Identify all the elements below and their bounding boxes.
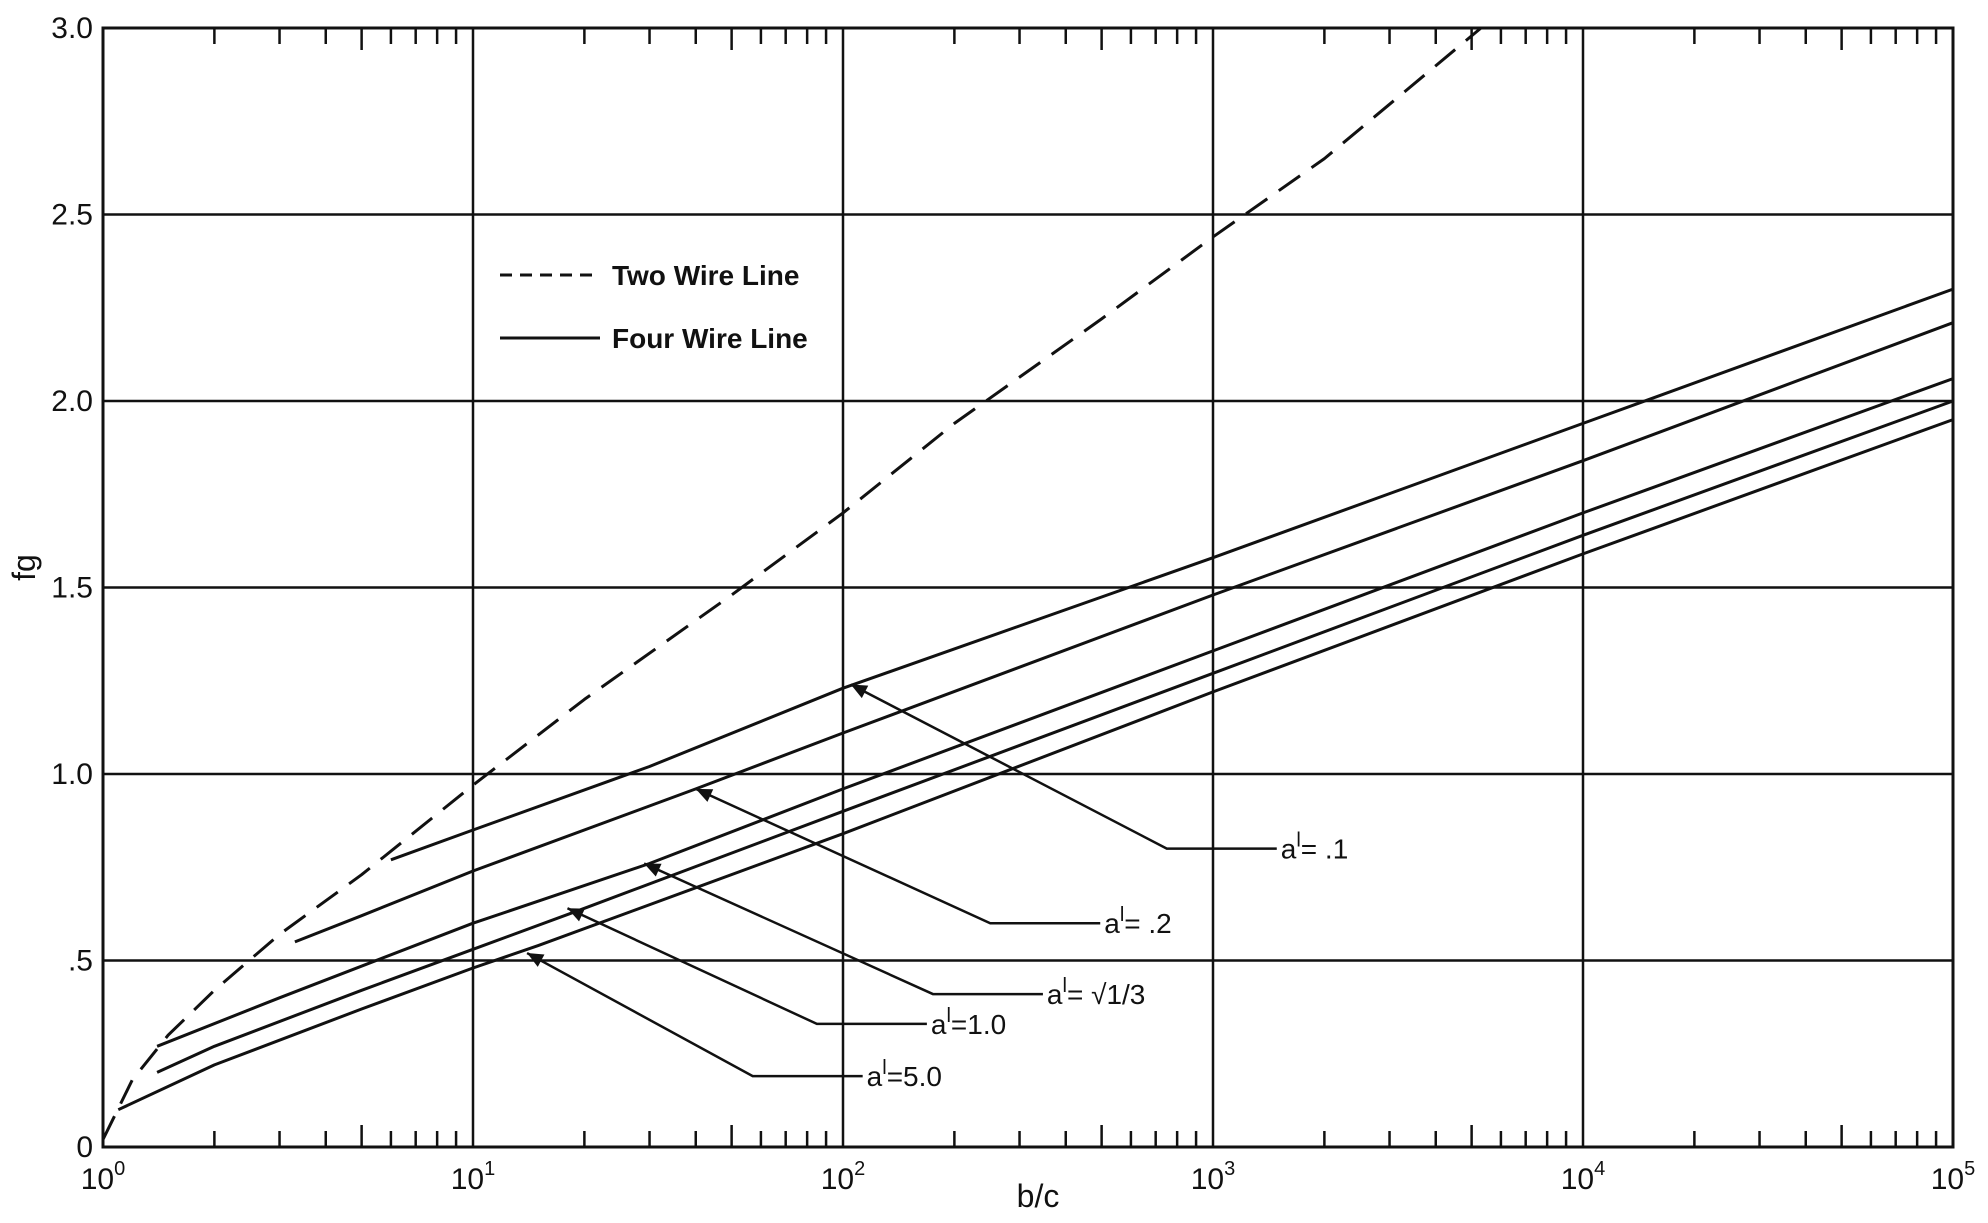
y-tick-label: 2.0 xyxy=(51,385,93,418)
series-line xyxy=(156,399,1954,1074)
annotation-arrowhead xyxy=(695,788,714,802)
legend: Two Wire Line Four Wire Line xyxy=(500,260,808,354)
legend-label: Two Wire Line xyxy=(612,260,799,291)
y-tick-label: .5 xyxy=(68,945,93,978)
grid-layer xyxy=(101,26,1955,1149)
y-tick-label: 1.0 xyxy=(51,758,93,791)
series-line xyxy=(156,377,1954,1048)
x-tick-label: 103 xyxy=(1191,1158,1236,1196)
series-layer xyxy=(101,26,1954,1141)
tick-layer xyxy=(213,28,1938,1147)
series-line xyxy=(390,287,1954,862)
annotation-arrowhead xyxy=(567,908,585,922)
annotation-arrowhead xyxy=(850,684,869,699)
label-layer: 0 .5 1.0 1.5 2.0 2.5 3.0 100 101 102 103 104 105 b/c f… xyxy=(6,12,1975,1214)
annotation-leader-line xyxy=(566,907,927,1026)
annotation-leader-line xyxy=(850,683,1277,850)
series-line xyxy=(101,26,1482,1141)
x-tick-label: 102 xyxy=(821,1158,866,1196)
x-tick-label: 101 xyxy=(451,1158,496,1196)
annotation-leader-line xyxy=(643,862,1043,996)
x-tick-label: 100 xyxy=(81,1158,126,1196)
y-tick-label: 2.5 xyxy=(51,199,93,232)
annotation-layer: al= .1 al= .2 al= √1/3 al=1.0 al=5.0 xyxy=(526,683,1349,1092)
annotation-arrowhead xyxy=(527,953,545,967)
y-axis-title: fg xyxy=(6,554,42,581)
annotation-label: al= √1/3 xyxy=(1047,975,1145,1010)
y-tick-label: 3.0 xyxy=(51,12,93,45)
annotation-label: al= .2 xyxy=(1104,904,1172,939)
x-axis-title: b/c xyxy=(1017,1178,1060,1214)
annotation-leader-line xyxy=(526,951,863,1078)
annotation-label: al= .1 xyxy=(1281,830,1349,865)
x-tick-label: 104 xyxy=(1561,1158,1606,1196)
series-line xyxy=(117,418,1954,1112)
legend-label: Four Wire Line xyxy=(612,323,808,354)
annotation-label: al=5.0 xyxy=(867,1057,942,1092)
series-line xyxy=(294,321,1954,944)
y-tick-label: 1.5 xyxy=(51,572,93,605)
annotation-leader-line xyxy=(695,787,1101,925)
annotation-arrowhead xyxy=(644,863,662,877)
x-tick-label: 105 xyxy=(1931,1158,1976,1196)
y-tick-label: 0 xyxy=(76,1131,93,1164)
annotation-label: al=1.0 xyxy=(931,1005,1006,1040)
